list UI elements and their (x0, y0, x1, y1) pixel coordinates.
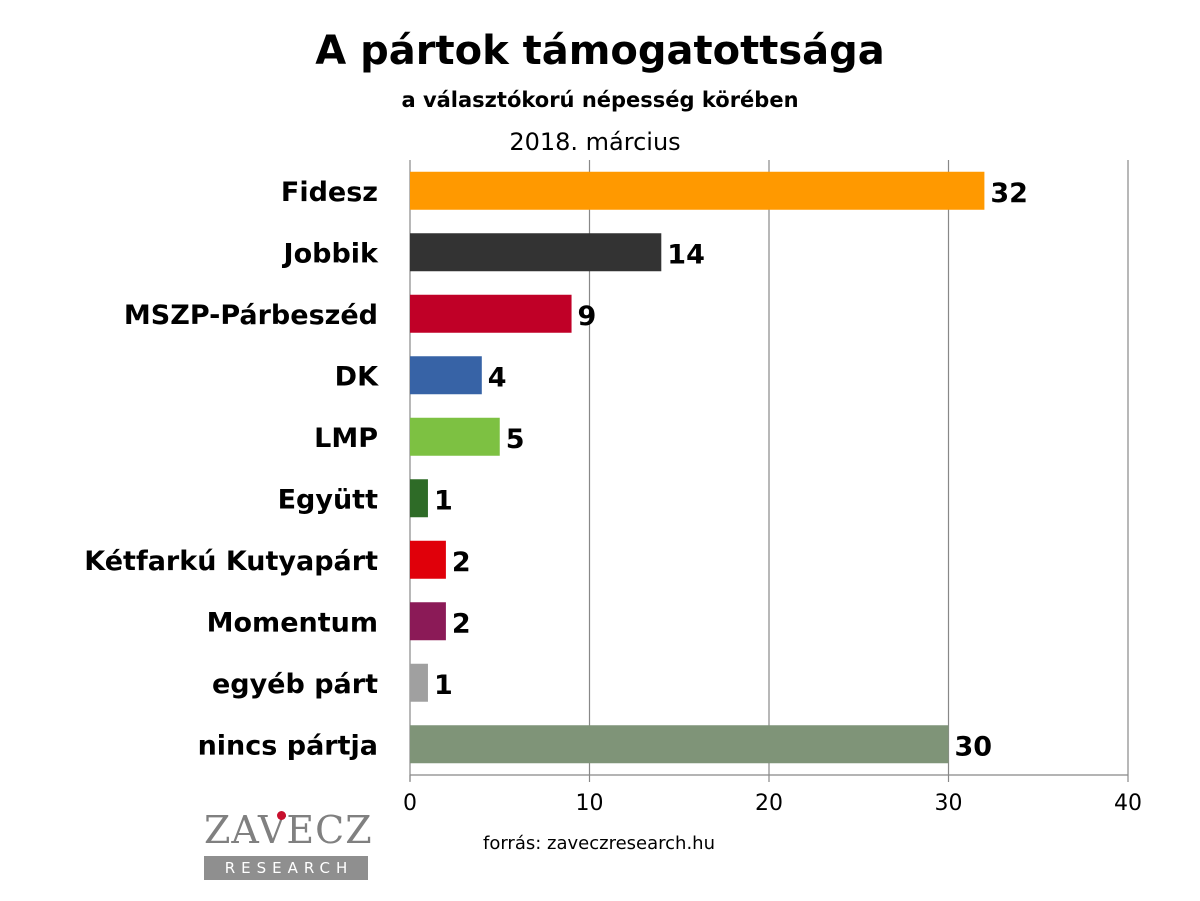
bar-fidesz (410, 171, 985, 210)
logo-wordmark: ZAVECZ (204, 808, 373, 852)
value-label-k-tfark-kutyap-rt: 2 (452, 547, 471, 578)
value-label-fidesz: 32 (990, 178, 1028, 209)
x-tick-label-40: 40 (1114, 791, 1142, 816)
bar-mszp-p-rbesz-d (410, 294, 572, 333)
value-label-momentum: 2 (452, 608, 471, 639)
x-tick-label-30: 30 (935, 791, 963, 816)
category-label-fidesz: Fidesz (281, 177, 378, 208)
bar-egy-b-p-rt (410, 663, 428, 702)
x-tick-label-20: 20 (755, 791, 783, 816)
category-label-jobbik: Jobbik (282, 238, 380, 269)
bar-lmp (410, 417, 500, 456)
category-label-egy-b-p-rt: egyéb párt (212, 669, 378, 700)
logo-red-dot (277, 811, 286, 820)
category-label-lmp: LMP (314, 423, 378, 454)
bar-k-tfark-kutyap-rt (410, 540, 446, 579)
logo-band (204, 856, 368, 880)
category-label-k-tfark-kutyap-rt: Kétfarkú Kutyapárt (84, 546, 378, 577)
logo-subtitle: RESEARCH (224, 859, 354, 877)
value-label-nincs-p-rtja: 30 (955, 731, 993, 762)
value-label-mszp-p-rbesz-d: 9 (578, 301, 597, 332)
bar-dk (410, 356, 482, 395)
category-label-nincs-p-rtja: nincs pártja (198, 730, 378, 761)
value-label-lmp: 5 (506, 424, 525, 455)
value-label-egy-b-p-rt: 1 (434, 670, 453, 701)
bar-egy-tt (410, 479, 428, 518)
chart-subtitle: a választókorú népesség körében (401, 88, 799, 112)
category-label-egy-tt: Együtt (278, 484, 378, 515)
zavecz-logo: ZAVECZ RESEARCH (204, 808, 373, 880)
chart-title: A pártok támogatottsága (315, 28, 885, 74)
bar-momentum (410, 602, 446, 641)
x-tick-label-10: 10 (576, 791, 604, 816)
category-label-dk: DK (335, 361, 379, 392)
value-label-dk: 4 (488, 362, 507, 393)
value-label-egy-tt: 1 (434, 485, 453, 516)
value-label-jobbik: 14 (667, 239, 705, 270)
bar-jobbik (410, 233, 662, 272)
x-tick-label-0: 0 (403, 791, 417, 816)
source-note: forrás: zaveczresearch.hu (483, 833, 715, 854)
category-label-mszp-p-rbesz-d: MSZP-Párbeszéd (124, 300, 378, 331)
category-label-momentum: Momentum (207, 607, 378, 638)
bar-nincs-p-rtja (410, 725, 949, 764)
chart-date: 2018. március (509, 128, 681, 156)
